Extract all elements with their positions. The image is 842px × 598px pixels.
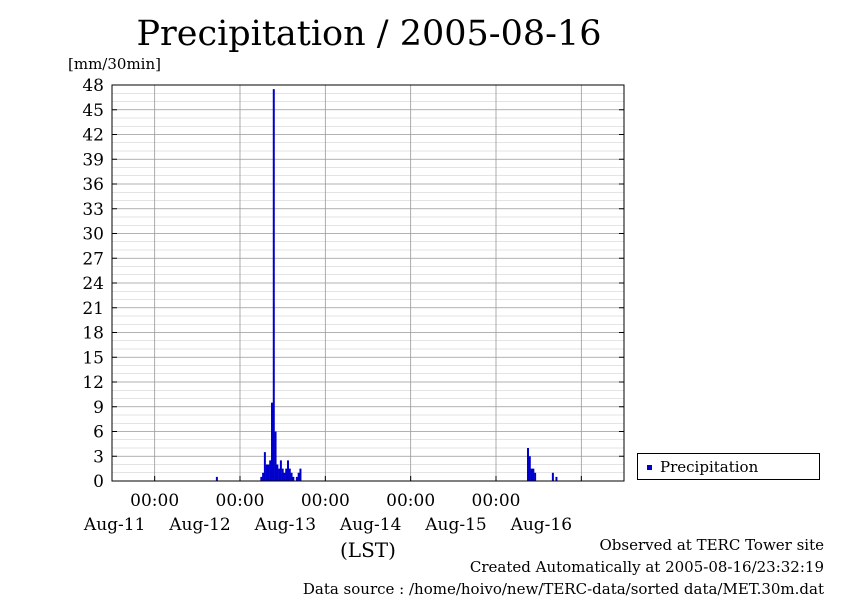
bar	[262, 472, 265, 481]
footer-data-source: Data source : /home/hoivo/new/TERC-data/…	[302, 580, 824, 598]
y-tick-label: 15	[82, 348, 104, 368]
legend-swatch	[647, 465, 652, 470]
bar	[285, 468, 288, 481]
bar	[288, 468, 291, 481]
major-gridlines	[112, 85, 624, 481]
bar	[297, 472, 300, 481]
x-tick-time-label: 00:00	[472, 491, 521, 511]
precipitation-bars	[215, 89, 558, 481]
bar	[260, 476, 263, 481]
x-tick-date-label: Aug-16	[510, 515, 572, 535]
bar	[528, 456, 531, 481]
bar	[292, 476, 295, 481]
bar	[283, 472, 286, 481]
legend: Precipitation	[637, 453, 820, 480]
x-tick-date-label: Aug-13	[254, 515, 316, 535]
x-tick-date-label: Aug-12	[168, 515, 230, 535]
footer-observed: Observed at TERC Tower site	[599, 536, 824, 554]
y-tick-label: 39	[82, 150, 104, 170]
bar	[527, 448, 529, 481]
x-axis-label: (LST)	[340, 538, 396, 562]
bar	[269, 460, 272, 481]
y-tick-label: 27	[82, 249, 104, 269]
x-tick-time-label: 00:00	[216, 491, 265, 511]
bar	[299, 468, 302, 481]
bar	[287, 460, 289, 481]
bar	[555, 476, 558, 481]
bar	[271, 402, 273, 481]
y-tick-label: 33	[82, 200, 104, 220]
y-tick-label: 18	[82, 324, 104, 344]
y-tick-label: 21	[82, 299, 104, 319]
bar	[272, 89, 275, 481]
chart-title: Precipitation / 2005-08-16	[136, 14, 602, 54]
bar	[267, 464, 270, 481]
x-tick-date-label: Aug-14	[339, 515, 401, 535]
bar	[534, 472, 537, 481]
y-axis-unit-label: [mm/30min]	[68, 55, 161, 73]
bar	[279, 460, 282, 481]
minor-gridlines	[112, 92, 624, 474]
bar	[265, 464, 268, 481]
bar	[263, 452, 266, 481]
y-tick-label: 48	[82, 76, 104, 96]
bar	[276, 464, 279, 481]
bar	[530, 468, 533, 481]
x-tick-date-label: Aug-11	[83, 515, 145, 535]
bar	[281, 468, 284, 481]
bar	[215, 476, 218, 481]
y-tick-label: 12	[82, 373, 104, 393]
bar	[532, 468, 535, 481]
y-tick-label: 9	[93, 398, 104, 418]
footer-created: Created Automatically at 2005-08-16/23:3…	[469, 558, 824, 576]
y-tick-label: 0	[93, 472, 104, 492]
y-tick-label: 24	[82, 274, 104, 294]
y-tick-label: 6	[93, 423, 104, 443]
bar	[290, 472, 293, 481]
x-tick-time-label: 00:00	[386, 491, 435, 511]
y-tick-label: 36	[82, 175, 104, 195]
x-tick-time-label: 00:00	[130, 491, 179, 511]
x-axis: 00:00 Aug-11 00:00 Aug-12 00:00 Aug-13 00:00 Au…	[83, 476, 582, 535]
x-tick-date-label: Aug-15	[424, 515, 486, 535]
x-tick-time-label: 00:00	[301, 491, 350, 511]
y-tick-label: 42	[82, 126, 104, 146]
bar	[551, 472, 554, 481]
bar	[278, 468, 281, 481]
bar	[274, 431, 277, 481]
y-tick-label: 3	[93, 447, 104, 467]
y-tick-label: 45	[82, 101, 104, 121]
y-tick-label: 30	[82, 225, 104, 245]
bar	[295, 476, 298, 481]
legend-label: Precipitation	[660, 458, 759, 476]
